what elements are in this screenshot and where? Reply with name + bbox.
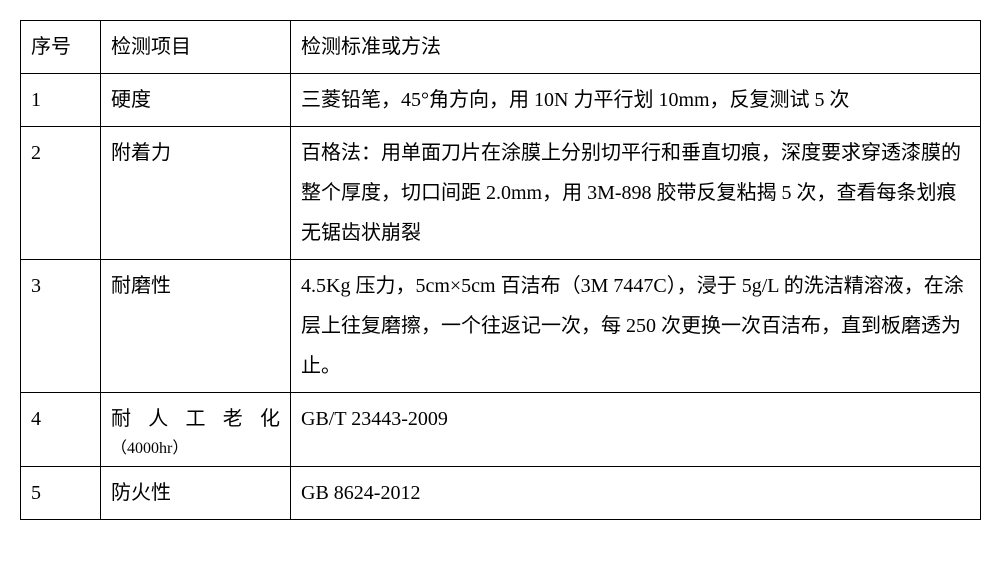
cell-item-main: 耐人工老化 <box>111 399 280 439</box>
table-row: 5 防火性 GB 8624-2012 <box>21 466 981 519</box>
table-row: 1 硬度 三菱铅笔，45°角方向，用 10N 力平行划 10mm，反复测试 5 … <box>21 74 981 127</box>
table-body: 序号 检测项目 检测标准或方法 1 硬度 三菱铅笔，45°角方向，用 10N 力… <box>21 21 981 520</box>
cell-item-sub: （4000hr） <box>111 439 280 460</box>
cell-method: 百格法：用单面刀片在涂膜上分别切平行和垂直切痕，深度要求穿透漆膜的整个厚度，切口… <box>291 127 981 260</box>
header-item: 检测项目 <box>101 21 291 74</box>
cell-seq: 5 <box>21 466 101 519</box>
cell-seq: 3 <box>21 260 101 393</box>
cell-item: 耐磨性 <box>101 260 291 393</box>
cell-method: 4.5Kg 压力，5cm×5cm 百洁布（3M 7447C），浸于 5g/L 的… <box>291 260 981 393</box>
cell-method: 三菱铅笔，45°角方向，用 10N 力平行划 10mm，反复测试 5 次 <box>291 74 981 127</box>
header-method: 检测标准或方法 <box>291 21 981 74</box>
cell-method: GB 8624-2012 <box>291 466 981 519</box>
table-row: 4 耐人工老化 （4000hr） GB/T 23443-2009 <box>21 393 981 467</box>
cell-seq: 4 <box>21 393 101 467</box>
header-seq: 序号 <box>21 21 101 74</box>
table-row: 2 附着力 百格法：用单面刀片在涂膜上分别切平行和垂直切痕，深度要求穿透漆膜的整… <box>21 127 981 260</box>
table-header-row: 序号 检测项目 检测标准或方法 <box>21 21 981 74</box>
cell-item: 硬度 <box>101 74 291 127</box>
cell-item: 耐人工老化 （4000hr） <box>101 393 291 467</box>
test-standards-table: 序号 检测项目 检测标准或方法 1 硬度 三菱铅笔，45°角方向，用 10N 力… <box>20 20 981 520</box>
cell-seq: 2 <box>21 127 101 260</box>
cell-item: 附着力 <box>101 127 291 260</box>
cell-item: 防火性 <box>101 466 291 519</box>
table-row: 3 耐磨性 4.5Kg 压力，5cm×5cm 百洁布（3M 7447C），浸于 … <box>21 260 981 393</box>
cell-method: GB/T 23443-2009 <box>291 393 981 467</box>
cell-seq: 1 <box>21 74 101 127</box>
